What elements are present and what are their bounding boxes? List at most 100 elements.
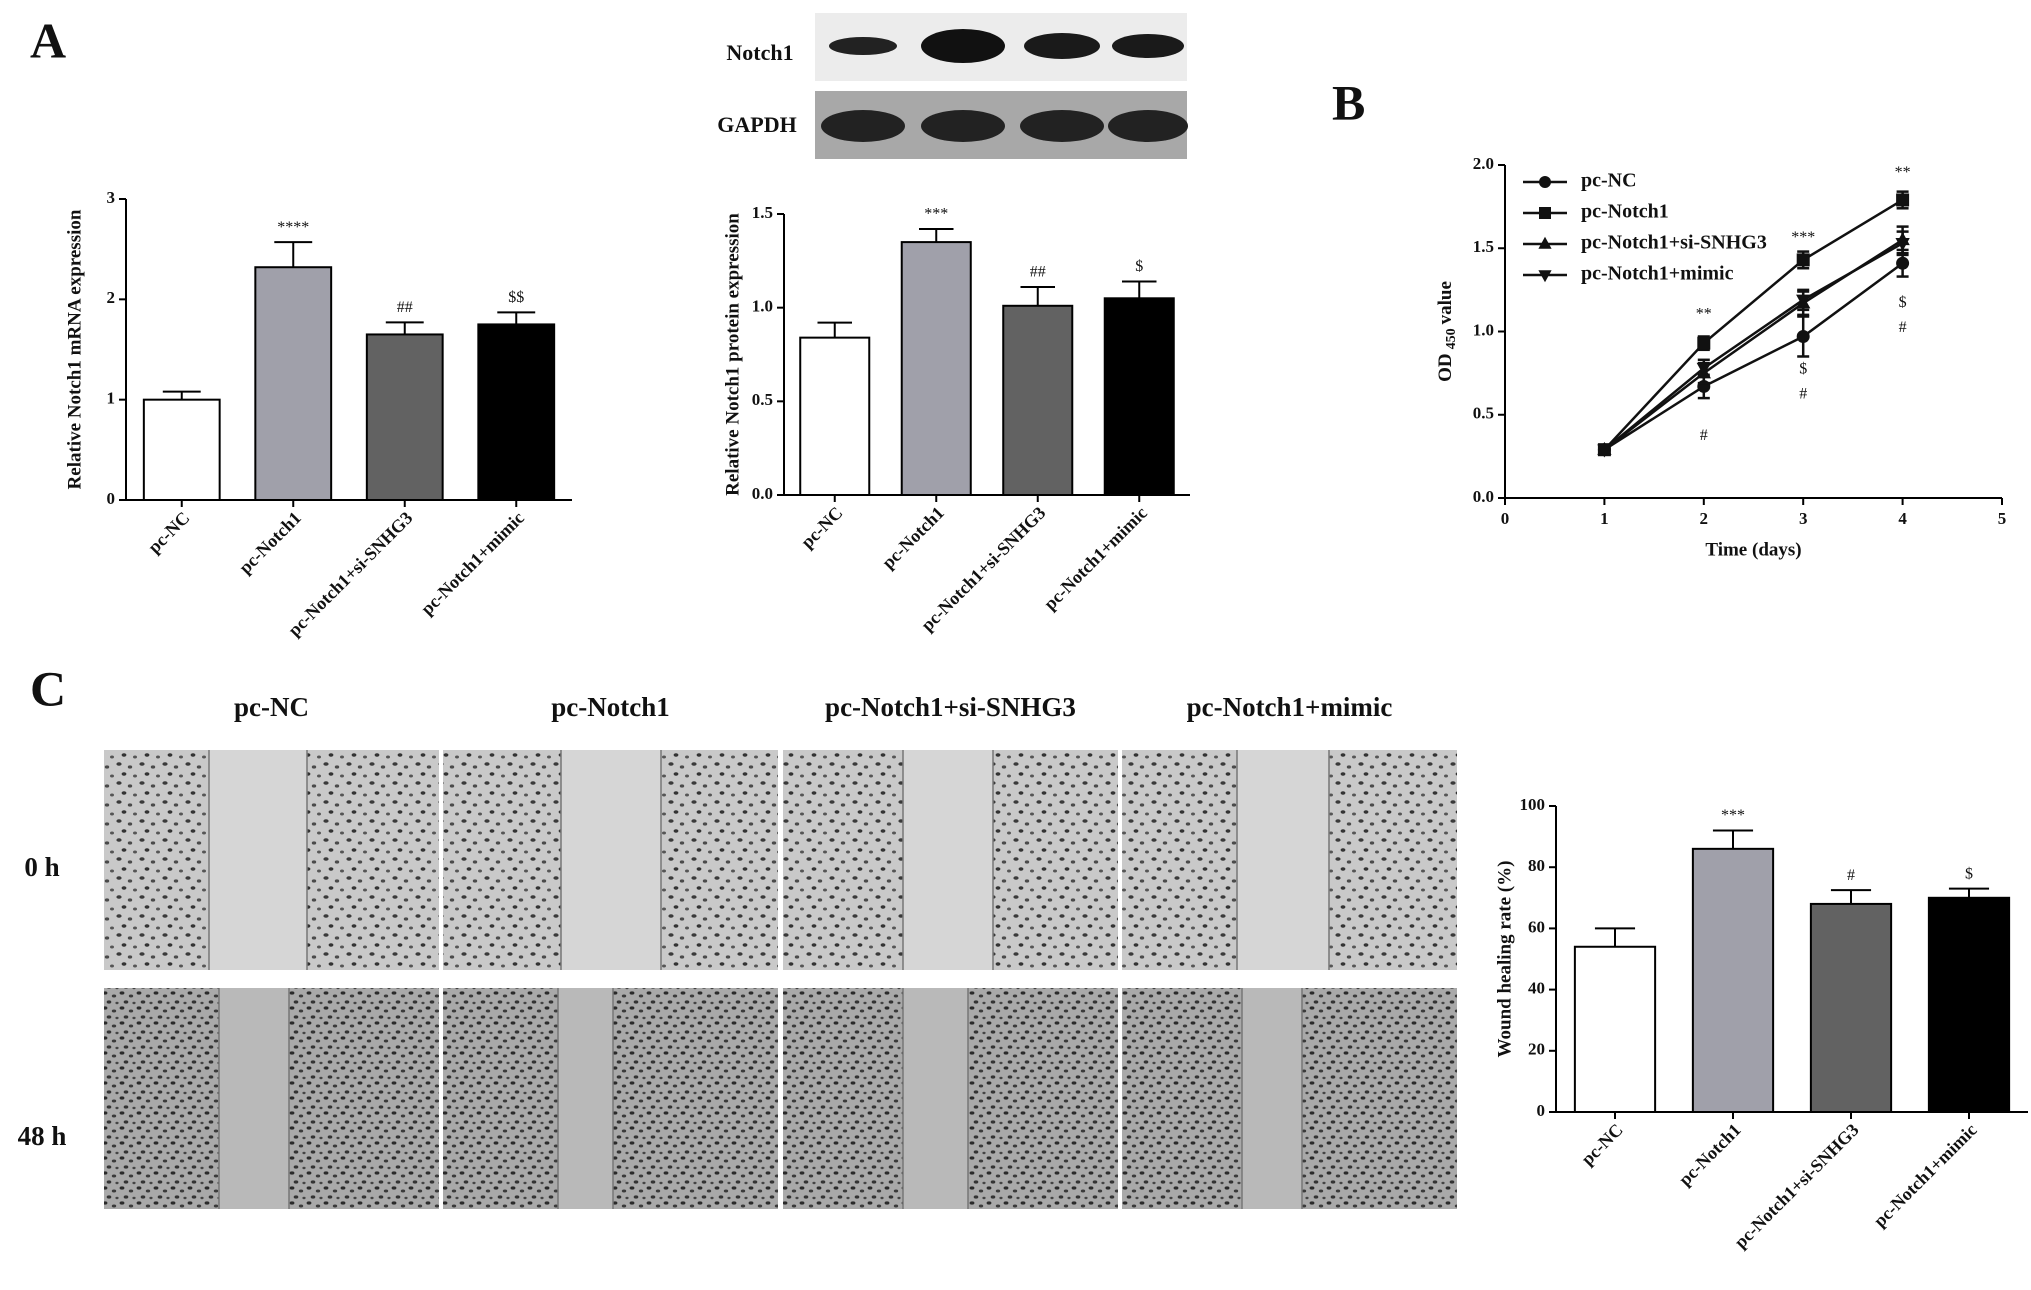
- x-tick-label: 0: [1501, 509, 1510, 528]
- marker: [1896, 256, 1910, 270]
- blot-label: GAPDH: [717, 112, 796, 137]
- y-tick-label: 40: [1528, 979, 1545, 998]
- bar: [900, 241, 972, 496]
- significance-label: ***: [1791, 229, 1815, 246]
- significance-label: #: [1899, 319, 1907, 336]
- blot-band: [829, 37, 897, 55]
- bar: [1927, 896, 2011, 1113]
- bar: [1691, 847, 1775, 1114]
- marker: [1895, 238, 1910, 252]
- x-tick-label: pc-Notch1: [878, 503, 948, 573]
- legend-label: pc-Notch1+si-SNHG3: [1581, 232, 1767, 254]
- y-tick-label: 1.0: [752, 297, 773, 316]
- series-line: [1603, 262, 1904, 451]
- y-axis-label: Relative Notch1 mRNA expression: [64, 209, 85, 489]
- wound-gap: [903, 988, 968, 1209]
- marker: [1796, 294, 1811, 308]
- significance-label: #: [1799, 385, 1807, 402]
- panel-label: C: [30, 660, 66, 716]
- panel-label: B: [1332, 74, 1365, 130]
- x-tick-label: pc-NC: [1577, 1120, 1626, 1169]
- significance-label: $: [1135, 258, 1143, 275]
- x-tick-label: 3: [1799, 509, 1808, 528]
- x-tick-label: pc-NC: [144, 508, 193, 557]
- y-tick-label: 2.0: [1473, 154, 1494, 173]
- x-tick-label: pc-Notch1+mimic: [1870, 1120, 1981, 1231]
- y-tick-label: 0.5: [1473, 404, 1494, 423]
- bar: [477, 323, 556, 501]
- y-tick-label: 80: [1528, 856, 1545, 875]
- bar: [1103, 297, 1175, 496]
- wound-gap: [219, 988, 289, 1209]
- y-tick-label: 1: [107, 389, 116, 408]
- marker: [1697, 336, 1711, 350]
- significance-label: ****: [277, 219, 309, 236]
- blot-band: [1020, 110, 1104, 142]
- significance-label: ##: [397, 299, 413, 316]
- significance-label: $: [1965, 865, 1973, 882]
- blot-band: [1112, 34, 1184, 58]
- panel-label: A: [30, 12, 66, 68]
- marker: [1796, 329, 1810, 343]
- image-column-label: pc-NC: [234, 692, 309, 722]
- significance-label: **: [1696, 306, 1712, 323]
- y-tick-label: 0: [1537, 1101, 1546, 1120]
- blot-band: [1024, 33, 1100, 59]
- bar: [1809, 902, 1893, 1113]
- marker: [1796, 253, 1810, 267]
- marker: [1538, 270, 1552, 283]
- significance-label: $: [1799, 360, 1807, 377]
- bar: [799, 336, 871, 497]
- image-column-label: pc-Notch1+mimic: [1187, 692, 1393, 722]
- x-tick-label: pc-Notch1+si-SNHG3: [284, 508, 416, 640]
- blot-band: [821, 110, 905, 142]
- marker: [1538, 236, 1552, 249]
- y-tick-label: 100: [1520, 795, 1546, 814]
- wound-gap: [1242, 988, 1302, 1209]
- y-tick-label: 0.5: [752, 390, 773, 409]
- significance-label: ***: [924, 206, 948, 223]
- marker: [1696, 362, 1711, 376]
- image-column-label: pc-Notch1: [551, 692, 669, 722]
- wound-gap: [561, 750, 661, 970]
- y-axis-label: Relative Notch1 protein expression: [722, 213, 743, 496]
- image-row-label: 0 h: [24, 852, 59, 882]
- y-tick-label: 1.5: [752, 203, 773, 222]
- wound-gap: [903, 750, 993, 970]
- bar: [1002, 304, 1074, 496]
- y-tick-label: 1.0: [1473, 320, 1494, 339]
- x-tick-label: pc-NC: [797, 503, 846, 552]
- y-tick-label: 60: [1528, 917, 1545, 936]
- blot-label: Notch1: [726, 40, 793, 65]
- legend-label: pc-Notch1: [1581, 201, 1669, 223]
- legend-label: pc-Notch1+mimic: [1581, 263, 1734, 285]
- western-blot: Notch1 GAPDH: [717, 13, 1188, 159]
- significance-label: $$: [508, 289, 524, 306]
- bar: [254, 266, 333, 501]
- bar: [1573, 945, 1657, 1114]
- x-tick-label: pc-Notch1: [1675, 1120, 1745, 1190]
- blot-band: [1108, 110, 1188, 142]
- legend-label: pc-NC: [1581, 170, 1637, 192]
- y-tick-label: 20: [1528, 1040, 1545, 1059]
- y-tick-label: 0: [107, 489, 116, 508]
- y-tick-label: 1.5: [1473, 237, 1494, 256]
- x-axis-label: Time (days): [1705, 539, 1801, 560]
- x-tick-label: 4: [1898, 509, 1907, 528]
- y-axis-label: OD 450 value: [1435, 281, 1459, 382]
- y-axis-label-part: 450: [1444, 328, 1459, 349]
- bar: [142, 398, 221, 501]
- wound-gap: [209, 750, 307, 970]
- image-row-label: 48 h: [18, 1121, 67, 1151]
- significance-label: ##: [1030, 264, 1046, 281]
- wound-gap: [1237, 750, 1329, 970]
- x-tick-label: 2: [1700, 509, 1709, 528]
- significance-label: **: [1895, 164, 1911, 181]
- y-tick-label: 0.0: [1473, 487, 1494, 506]
- y-axis-label-part: OD: [1435, 353, 1456, 382]
- y-axis-label-part: value: [1435, 281, 1456, 324]
- x-tick-label: 1: [1600, 509, 1609, 528]
- marker: [1896, 193, 1910, 207]
- y-tick-label: 3: [107, 188, 116, 207]
